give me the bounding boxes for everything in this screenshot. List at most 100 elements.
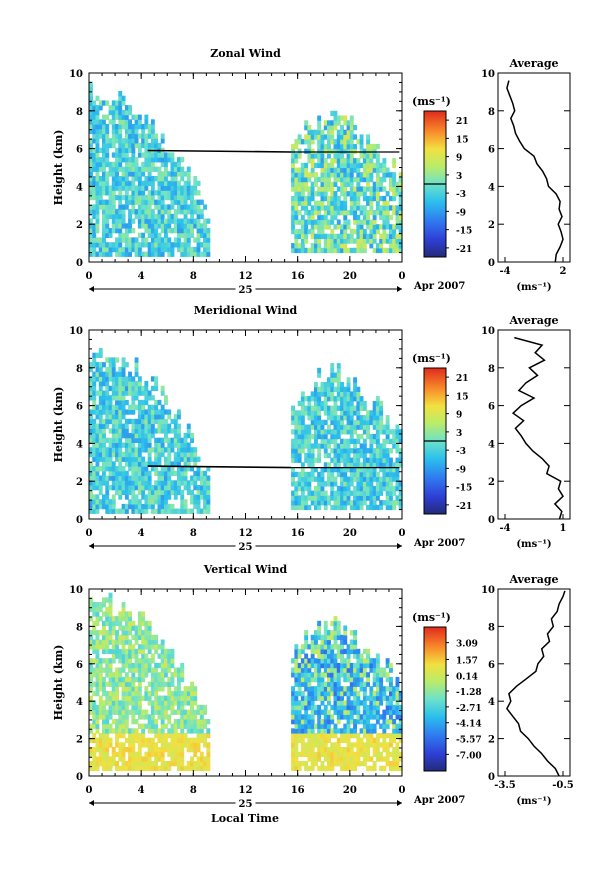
heatmap-cell [327, 471, 331, 478]
heatmap-cell [366, 672, 370, 678]
heatmap-cell [98, 366, 103, 373]
heatmap-cell [196, 199, 201, 205]
heatmap-cell [105, 100, 110, 106]
heatmap-cell [141, 620, 146, 627]
heatmap-cell [320, 747, 325, 753]
heatmap-cell [98, 119, 103, 125]
heatmap-cell [167, 494, 172, 500]
heatmap-cell [167, 695, 172, 701]
heatmap-cell [336, 386, 341, 392]
heatmap-cell [359, 396, 364, 402]
heatmap-cell [105, 161, 110, 168]
heatmap-cell [193, 251, 198, 257]
heatmap-cell [180, 171, 185, 177]
heatmap-cell [310, 500, 315, 506]
heatmap-cell [333, 747, 338, 753]
heatmap-cell [160, 475, 165, 481]
heatmap-cell [314, 191, 318, 197]
heatmap-cell [128, 461, 132, 467]
heatmap-cell [297, 200, 302, 206]
heatmap-cell [134, 246, 139, 253]
heatmap-cell [297, 410, 302, 416]
heatmap-cell [124, 180, 129, 186]
heatmap-cell [95, 371, 100, 377]
heatmap-cell [144, 667, 149, 673]
heatmap-cell [359, 219, 364, 225]
heatmap-cell [124, 447, 129, 453]
heatmap-cell [307, 662, 312, 669]
heatmap-cell [137, 644, 142, 650]
heatmap-cell [362, 419, 367, 426]
heatmap-cell [362, 233, 367, 239]
heatmap-cell [307, 747, 312, 753]
heatmap-cell [362, 471, 367, 478]
heatmap-cell [291, 751, 295, 757]
heatmap-cell [300, 238, 305, 244]
heatmap-cell [173, 723, 178, 729]
heatmap-cell [118, 190, 123, 196]
heatmap-cell [147, 418, 152, 425]
heatmap-cell [111, 695, 116, 701]
heatmap-cell [170, 180, 175, 186]
heatmap-cell [124, 456, 129, 462]
heatmap-cell [314, 382, 318, 388]
heatmap-cell [317, 653, 322, 659]
heatmap-cell [111, 503, 116, 510]
heatmap-cell [395, 495, 400, 501]
heatmap-cell [206, 761, 211, 767]
heatmap-cell [134, 461, 139, 467]
heatmap-cell [124, 611, 129, 617]
heatmap-cell [154, 728, 159, 734]
heatmap-cell [95, 209, 100, 215]
x-tick-label: 20 [343, 528, 357, 539]
heatmap-cell [389, 695, 393, 701]
heatmap-cell [173, 166, 178, 172]
heatmap-cell [92, 251, 97, 257]
heatmap-cell [147, 503, 152, 510]
heatmap-cell [327, 129, 331, 135]
heatmap-cell [323, 653, 328, 659]
heatmap-cell [310, 467, 315, 473]
heatmap-cell [92, 166, 97, 172]
heatmap-cell [147, 251, 152, 257]
heatmap-cell [190, 185, 194, 191]
heatmap-cell [346, 462, 351, 468]
heatmap-cell [137, 447, 142, 453]
heatmap-cell [89, 658, 93, 664]
heatmap-cell [307, 667, 312, 673]
heatmap-cell [108, 662, 113, 669]
heatmap-cell [115, 418, 119, 425]
heatmap-cell [398, 195, 403, 202]
heatmap-cell [102, 437, 106, 443]
heatmap-cell [108, 171, 113, 177]
heatmap-cell [147, 667, 152, 673]
heatmap-cell [150, 157, 155, 163]
heatmap-cell [294, 415, 299, 421]
heatmap-cell [190, 499, 194, 505]
heatmap-cell [297, 167, 302, 173]
heatmap-cell [193, 723, 198, 729]
heatmap-cell [128, 625, 132, 631]
heatmap-cell [310, 490, 315, 496]
heatmap-cell [115, 704, 119, 711]
heatmap-cell [105, 209, 110, 215]
y-tick-label: 6 [76, 145, 83, 156]
heatmap-cell [369, 452, 374, 459]
heatmap-cell [154, 470, 159, 477]
heatmap-cell [102, 213, 106, 220]
heatmap-cell [154, 508, 159, 514]
heatmap-cell [128, 376, 132, 382]
heatmap-cell [95, 152, 100, 158]
heatmap-cell [183, 499, 188, 505]
heatmap-cell [95, 194, 100, 201]
heatmap-cell [144, 765, 149, 771]
heatmap-cell [333, 210, 338, 216]
heatmap-cell [154, 456, 159, 462]
heatmap-cell [317, 485, 322, 492]
heatmap-cell [95, 147, 100, 153]
heatmap-cell [317, 429, 322, 435]
heatmap-cell [389, 504, 393, 511]
heatmap-cell [398, 219, 403, 225]
x-tick-label: 12 [239, 528, 253, 539]
heatmap-cell [356, 495, 361, 501]
